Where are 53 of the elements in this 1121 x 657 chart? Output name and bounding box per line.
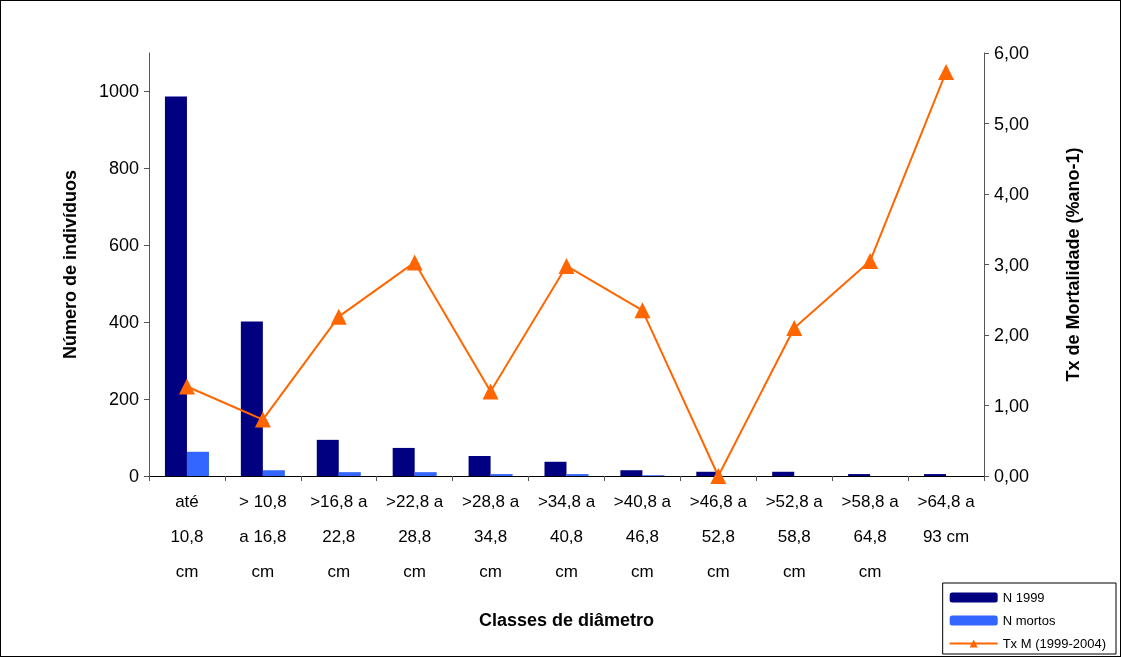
bar [338, 472, 361, 476]
y2-tick-label: 1,00 [994, 395, 1030, 416]
y-tick-label: 200 [108, 389, 139, 410]
bar [316, 439, 339, 476]
bar [240, 321, 263, 476]
point [406, 254, 423, 271]
x-tick-label: >28,8 a 34,8 cm [461, 492, 520, 581]
y-tick-label: 600 [108, 235, 139, 256]
bar [164, 96, 187, 476]
y-tick-label: 400 [108, 312, 139, 333]
point [634, 302, 651, 319]
y2-tick-label: 2,00 [994, 325, 1030, 345]
x-tick-label: > 10,8 a 16,8 cm [238, 492, 287, 581]
point [710, 468, 727, 484]
x-tick-label: >16,8 a 22,8 cm [310, 492, 368, 581]
bar [262, 470, 285, 476]
point [178, 378, 195, 395]
y2-axis-title: Tx de Mortalidade (%ano-1) [1063, 147, 1083, 382]
y2-tick-label: 6,00 [994, 43, 1030, 63]
bar [544, 461, 567, 476]
point [558, 257, 575, 274]
point [862, 252, 879, 269]
x-tick-label: >58,8 a 64,8 cm [841, 492, 900, 581]
y2-tick-label: 3,00 [994, 254, 1030, 275]
x-axis-title: Classes de diâmetro [478, 610, 655, 630]
x-tick-label: >34,8 a 40,8 cm [537, 492, 596, 581]
bar [186, 451, 209, 476]
bar [620, 470, 643, 476]
point [786, 319, 803, 336]
x-tick-label: >40,8 a 46,8 cm [613, 492, 672, 581]
y-axis-title: Número de indivíduos [60, 169, 80, 360]
x-tick-label: até 10,8 cm [170, 492, 204, 581]
y-tick-label: 1000 [98, 81, 139, 102]
y2-tick-label: 5,00 [994, 113, 1030, 134]
x-tick-label: >52,8 a 58,8 cm [765, 492, 824, 581]
y-tick-label: 800 [108, 158, 139, 179]
x-tick-label: >22,8 a 28,8 cm [386, 492, 444, 581]
legend-label: Tx M (1999-2004) [1002, 636, 1107, 651]
point [482, 383, 499, 400]
legend-label: N mortos [1002, 613, 1056, 628]
x-tick-label: >64,8 a 93 cm [917, 492, 976, 546]
legend-label: N 1999 [1002, 590, 1045, 605]
bar [468, 456, 491, 476]
point [254, 411, 271, 428]
bar [414, 472, 437, 476]
point [330, 308, 347, 325]
point [938, 64, 955, 81]
bar [392, 447, 415, 476]
x-tick-label: >46,8 a 52,8 cm [689, 492, 748, 581]
bar [772, 471, 795, 476]
y-tick-label: 0 [128, 466, 139, 486]
y2-tick-label: 4,00 [994, 184, 1030, 204]
y2-tick-label: 0,00 [994, 466, 1030, 486]
